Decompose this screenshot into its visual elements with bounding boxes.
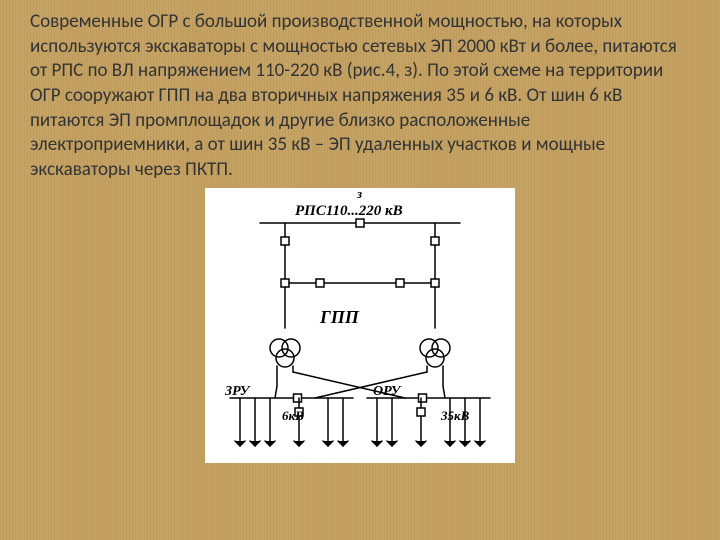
body-paragraph: Современные ОГР с большой производственн… [30, 10, 690, 183]
schematic-diagram: з РПС110...220 кВ ГПП ЗРУ 6кВ ОРУ 35кВ [205, 188, 515, 463]
svg-text:ГПП: ГПП [319, 307, 360, 327]
svg-text:6кВ: 6кВ [282, 408, 304, 423]
svg-text:35кВ: 35кВ [440, 408, 470, 423]
svg-text:РПС110...220 кВ: РПС110...220 кВ [295, 203, 403, 219]
svg-text:ОРУ: ОРУ [373, 384, 403, 399]
svg-text:ЗРУ: ЗРУ [224, 384, 252, 399]
svg-text:з: з [356, 188, 362, 201]
